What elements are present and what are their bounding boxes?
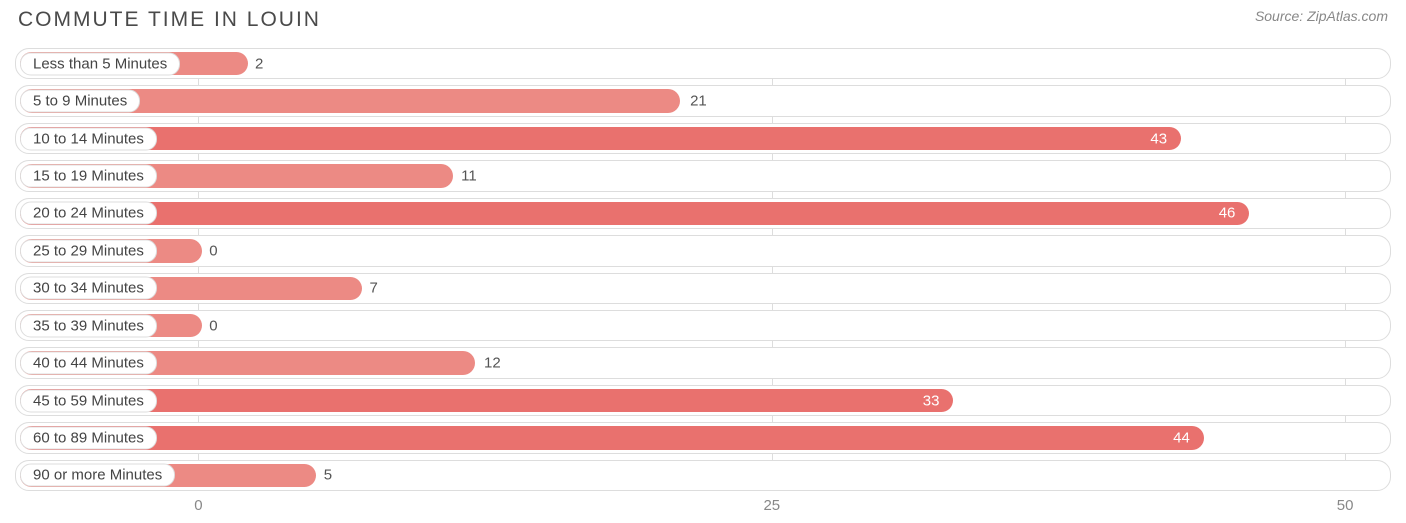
bar-value: 44 [1173,429,1190,446]
bar-label: 60 to 89 Minutes [20,426,157,449]
bar-track: 44 60 to 89 Minutes [15,422,1391,453]
bar-label: 25 to 29 Minutes [20,239,157,262]
bar-label: 40 to 44 Minutes [20,352,157,375]
bar-label: 10 to 14 Minutes [20,127,157,150]
bar-value: 5 [324,467,332,484]
chart-header: COMMUTE TIME IN LOUIN Source: ZipAtlas.c… [0,0,1406,32]
bar-track: 33 45 to 59 Minutes [15,385,1391,416]
bar: 43 [20,127,1181,150]
bar: 33 [20,389,953,412]
bar-track: 46 20 to 24 Minutes [15,198,1391,229]
bar-label: 30 to 34 Minutes [20,277,157,300]
bar-value: 0 [209,317,217,334]
bar-label: 45 to 59 Minutes [20,389,157,412]
bar-value: 21 [690,93,707,110]
bar-value: 43 [1150,130,1167,147]
bar-value: 33 [923,392,940,409]
bar-track: 15 to 19 Minutes 11 [15,160,1391,191]
chart-area: Less than 5 Minutes 2 5 to 9 Minutes 21 43 10… [15,48,1391,491]
bar-track: Less than 5 Minutes 2 [15,48,1391,79]
x-tick-label: 25 [763,497,780,514]
chart-title: COMMUTE TIME IN LOUIN [18,8,321,32]
bar-track: 90 or more Minutes 5 [15,460,1391,491]
bar-value: 0 [209,242,217,259]
bar-track: 40 to 44 Minutes 12 [15,347,1391,378]
bar-track: 25 to 29 Minutes 0 [15,235,1391,266]
bar-value: 7 [370,280,378,297]
bar-track: 5 to 9 Minutes 21 [15,85,1391,116]
bar-value: 12 [484,355,501,372]
bar-track: 35 to 39 Minutes 0 [15,310,1391,341]
bar-value: 46 [1219,205,1236,222]
x-tick-label: 50 [1337,497,1354,514]
bar-label: 35 to 39 Minutes [20,314,157,337]
bar-label: Less than 5 Minutes [20,52,180,75]
x-tick-label: 0 [194,497,202,514]
bar-track: 43 10 to 14 Minutes [15,123,1391,154]
bar-label: 90 or more Minutes [20,464,175,487]
bar-label: 5 to 9 Minutes [20,90,140,113]
chart-rows: Less than 5 Minutes 2 5 to 9 Minutes 21 43 10… [15,48,1391,491]
bar: 44 [20,426,1204,449]
bar: 46 [20,202,1249,225]
chart-source: Source: ZipAtlas.com [1255,8,1388,24]
bar-value: 11 [461,167,477,184]
x-axis: 0 25 50 [15,497,1391,517]
bar-label: 15 to 19 Minutes [20,164,157,187]
bar-label: 20 to 24 Minutes [20,202,157,225]
bar-track: 30 to 34 Minutes 7 [15,273,1391,304]
bar-value: 2 [255,55,263,72]
